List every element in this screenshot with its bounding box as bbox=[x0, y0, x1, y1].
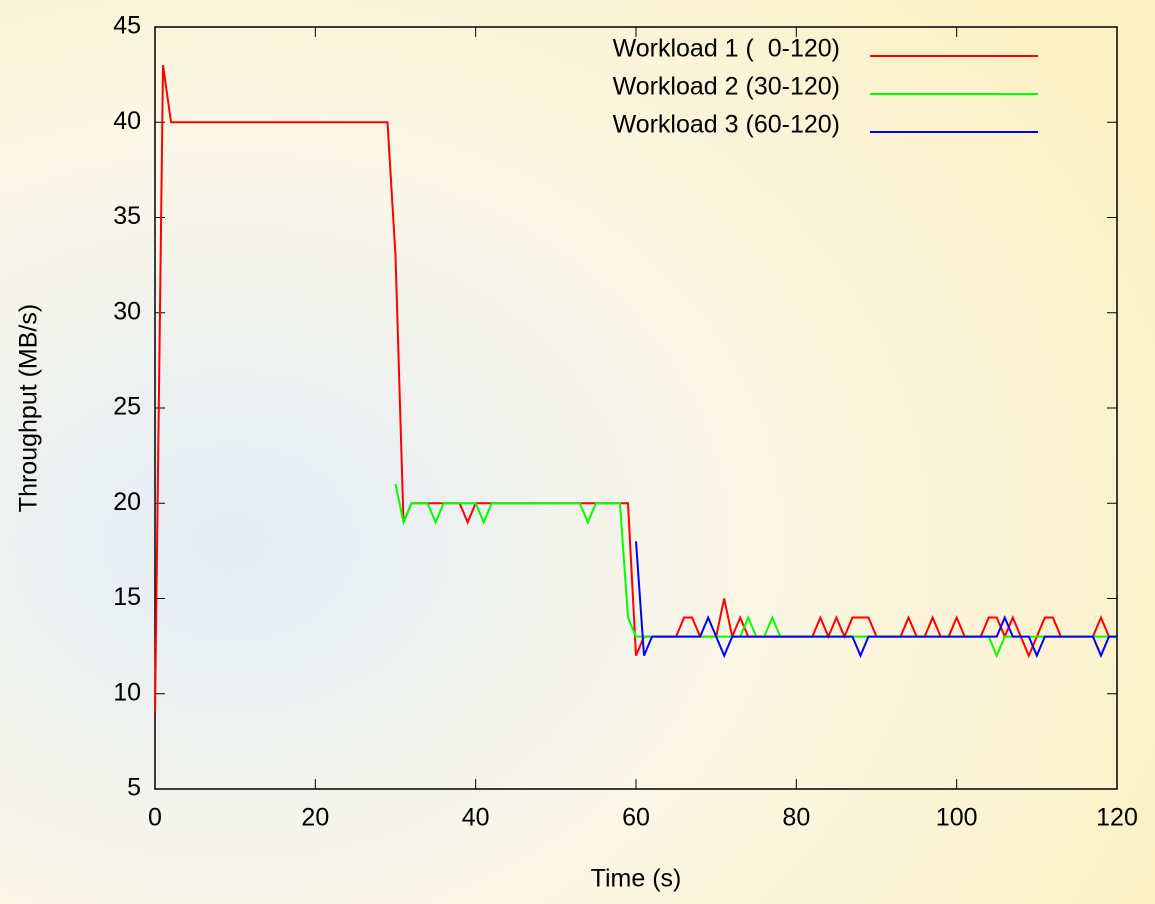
legend-label: Workload 2 (30-120) bbox=[613, 73, 840, 101]
x-axis-label: Time (s) bbox=[591, 865, 682, 893]
x-tick-label: 40 bbox=[462, 804, 490, 832]
y-axis-label: Throughput (MB/s) bbox=[15, 304, 43, 512]
x-tick-label: 100 bbox=[936, 804, 978, 832]
y-tick-label: 15 bbox=[113, 583, 141, 611]
legend-label: Workload 3 (60-120) bbox=[613, 111, 840, 139]
x-tick-label: 0 bbox=[148, 804, 162, 832]
legend-label: Workload 1 ( 0-120) bbox=[613, 35, 840, 63]
y-tick-label: 25 bbox=[113, 393, 141, 421]
x-tick-label: 60 bbox=[622, 804, 650, 832]
background bbox=[0, 0, 1155, 904]
x-tick-label: 120 bbox=[1096, 804, 1138, 832]
y-tick-label: 40 bbox=[113, 107, 141, 135]
x-tick-label: 20 bbox=[301, 804, 329, 832]
y-tick-label: 45 bbox=[113, 12, 141, 40]
y-tick-label: 5 bbox=[127, 774, 141, 802]
chart: Time (s) Throughput (MB/s) 5 10 15 20 25 30 35… bbox=[0, 0, 1155, 904]
y-tick-label: 35 bbox=[113, 202, 141, 230]
y-tick-label: 20 bbox=[113, 488, 141, 516]
y-tick-label: 10 bbox=[113, 678, 141, 706]
x-tick-label: 80 bbox=[782, 804, 810, 832]
y-tick-label: 30 bbox=[113, 297, 141, 325]
